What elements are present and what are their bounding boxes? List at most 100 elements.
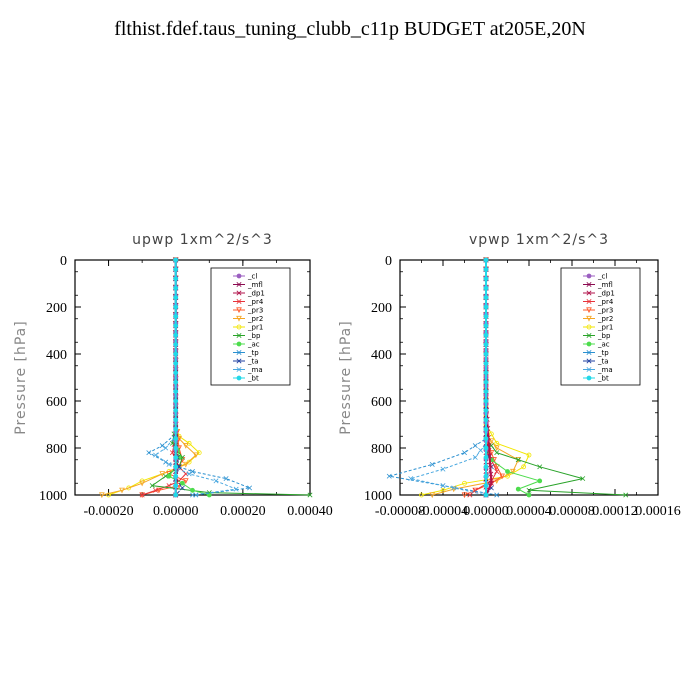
panel2-ylabel: Pressure [hPa]: [338, 320, 354, 434]
chart-marker-pr1-panel1-legend-6: [236, 324, 242, 330]
chart-marker-ta-panel2-legend-10: [586, 358, 592, 364]
chart-marker-ma-panel1-6-0: [213, 478, 219, 484]
chart-marker-bt-panel2-0-7: [483, 323, 489, 329]
panel1-ytick-label-5: 1000: [39, 489, 67, 504]
panel2-ytick-label-0: 0: [385, 254, 392, 269]
chart-marker-bt-panel1-0-18: [173, 426, 179, 432]
chart-marker-bt-panel1-0-2: [173, 276, 179, 282]
panel2-xtick-label-5: 0.00012: [592, 504, 638, 519]
chart-marker-tp-panel1-5-0: [190, 469, 195, 474]
chart-marker-tp-panel1-7-0: [247, 485, 253, 491]
chart-marker-bt-panel1-0-0: [173, 257, 179, 263]
chart-marker-bt-panel1-0-24: [173, 483, 179, 489]
chart-marker-bt-panel1-0-6: [173, 313, 179, 319]
chart-marker-ma-panel2-legend-11: [586, 367, 592, 372]
panel1-legend-label-mfl: _mfl: [247, 281, 263, 289]
chart-marker-ta-panel1-4-0: [179, 485, 185, 491]
chart-marker-bt-panel2-0-2: [483, 276, 489, 282]
chart-marker-dp1-panel1-legend-2: [236, 290, 242, 296]
chart-marker-bt-panel2-0-13: [483, 379, 489, 385]
chart-marker-bp-panel1-6-0: [149, 483, 155, 489]
panel2-legend-label-bt: _bt: [597, 375, 609, 383]
chart-marker-bt-panel2-0-12: [483, 370, 489, 376]
panel1-legend-label-ma: _ma: [247, 366, 263, 374]
chart-marker-bp-panel1-legend-7: [236, 333, 242, 338]
chart-marker-bp-panel2-3-0: [537, 464, 543, 470]
panel2-series-pr2: [432, 260, 519, 496]
chart-marker-tp-panel2-end: [494, 492, 500, 498]
chart-marker-pr3-panel2-4-0: [499, 473, 505, 480]
panel2-ytick-label-2: 400: [371, 348, 392, 363]
chart-marker-pr4-panel1-7-0: [153, 487, 159, 493]
chart-marker-pr4-panel2-3-0: [494, 469, 500, 474]
panel2-xtick-label-3: 0.00004: [506, 504, 552, 519]
chart-marker-ac-panel2-end: [526, 492, 532, 498]
chart-marker-bt-panel1-0-11: [173, 360, 179, 366]
panel2-legend-label-ta: _ta: [597, 358, 609, 366]
chart-marker-bt-panel1-0-10: [173, 351, 179, 357]
panel2-xtick-label-4: 0.00008: [549, 504, 595, 519]
chart-marker-pr3-panel1-6-0: [182, 478, 189, 484]
chart-marker-bt-panel1-0-22: [173, 464, 179, 470]
chart-marker-dp1-panel2-1-7: [487, 462, 493, 468]
panel2-series-pr1: [421, 260, 530, 496]
chart-marker-pr1-panel1-8-0: [126, 485, 132, 491]
chart-marker-pr4-panel1-end: [139, 492, 145, 498]
chart-marker-ac-panel2-3-0: [505, 469, 510, 474]
panel1-legend-label-ac: _ac: [247, 341, 260, 349]
chart-marker-pr1-panel2-end: [419, 492, 424, 498]
chart-marker-pr3-panel2-end: [461, 492, 468, 499]
chart-marker-ac-panel1-legend-8: [236, 341, 242, 347]
chart-marker-ma-panel1-2-0: [163, 445, 169, 451]
chart-marker-tp-panel2-4-0: [386, 473, 392, 479]
panel1-series-pr1: [108, 260, 200, 496]
chart-marker-bt-panel1-0-4: [173, 295, 179, 301]
chart-marker-tp-panel1-2-0: [159, 443, 165, 449]
panel1-legend-label-cl: _cl: [247, 273, 257, 281]
panel2-legend-label-ac: _ac: [597, 341, 610, 349]
chart-marker-pr2-panel1-legend-5: [236, 315, 242, 322]
panel1-legend-label-dp1: _dp1: [247, 290, 265, 298]
chart-marker-pr1-panel2-1-1: [488, 431, 494, 437]
panel2-series-tp: [389, 260, 497, 496]
chart-marker-pr1-panel2-3-0: [526, 452, 532, 458]
chart-marker-ac-panel1-5-0: [180, 480, 185, 486]
panel2-legend-label-cl: _cl: [597, 273, 607, 281]
chart-marker-pr2-panel1-end: [99, 492, 105, 499]
chart-marker-bt-panel2-0-6: [483, 313, 489, 319]
chart-marker-bt-panel2-0-16: [483, 407, 489, 413]
chart-marker-ac-panel1-end: [206, 492, 212, 498]
chart-marker-bt-panel2-0-24: [483, 483, 489, 489]
panel1-xtick-label-1: 0.00000: [153, 504, 199, 519]
chart-marker-pr1-panel2-4-0: [521, 464, 527, 470]
panel1-legend-label-bt: _bt: [247, 375, 259, 383]
panel1-ytick-label-4: 800: [46, 442, 67, 457]
chart-marker-cl-panel1-legend-0: [236, 273, 242, 279]
chart-marker-ma-panel2-2-0: [472, 454, 478, 460]
chart-marker-ma-panel1-4-0: [166, 461, 172, 467]
chart-marker-tp-panel1-3-0: [146, 450, 152, 456]
chart-marker-ac-panel1-4-0: [166, 473, 172, 479]
panel2-legend-label-pr1: _pr1: [597, 324, 613, 332]
chart-marker-bt-panel1-0-1: [173, 266, 179, 272]
chart-marker-pr4-panel1-legend-3: [236, 299, 242, 304]
chart-marker-cl-panel2-legend-0: [586, 273, 592, 279]
chart-marker-ma-panel2-1-1: [478, 447, 484, 453]
chart-marker-pr4-panel2-legend-3: [586, 299, 592, 304]
panel2-legend-label-pr4: _pr4: [597, 298, 614, 306]
panel1-title: upwp 1xm^2/s^3: [132, 232, 273, 248]
chart-marker-bt-panel1-0-14: [173, 389, 179, 395]
chart-marker-bt-panel2-0-11: [483, 360, 489, 366]
chart-marker-ma-panel1-3-0: [153, 452, 159, 458]
panel2-xtick-label-6: 0.00016: [635, 504, 681, 519]
chart-marker-bt-panel1-end: [173, 492, 179, 498]
chart-marker-dp1-panel2-2-0: [488, 480, 494, 486]
chart-marker-ma-panel2-4-0: [408, 476, 414, 482]
chart-marker-bt-panel2-0-9: [483, 342, 489, 348]
chart-marker-bt-panel2-0-21: [483, 454, 489, 460]
chart-marker-pr1-panel2-legend-6: [586, 324, 592, 330]
panel2-legend-label-tp: _tp: [597, 349, 609, 357]
panel2-ytick-label-3: 600: [371, 395, 392, 410]
panel2-xtick-label-2: 0.00000: [463, 504, 509, 519]
chart-marker-pr3-panel2-legend-4: [586, 307, 592, 314]
